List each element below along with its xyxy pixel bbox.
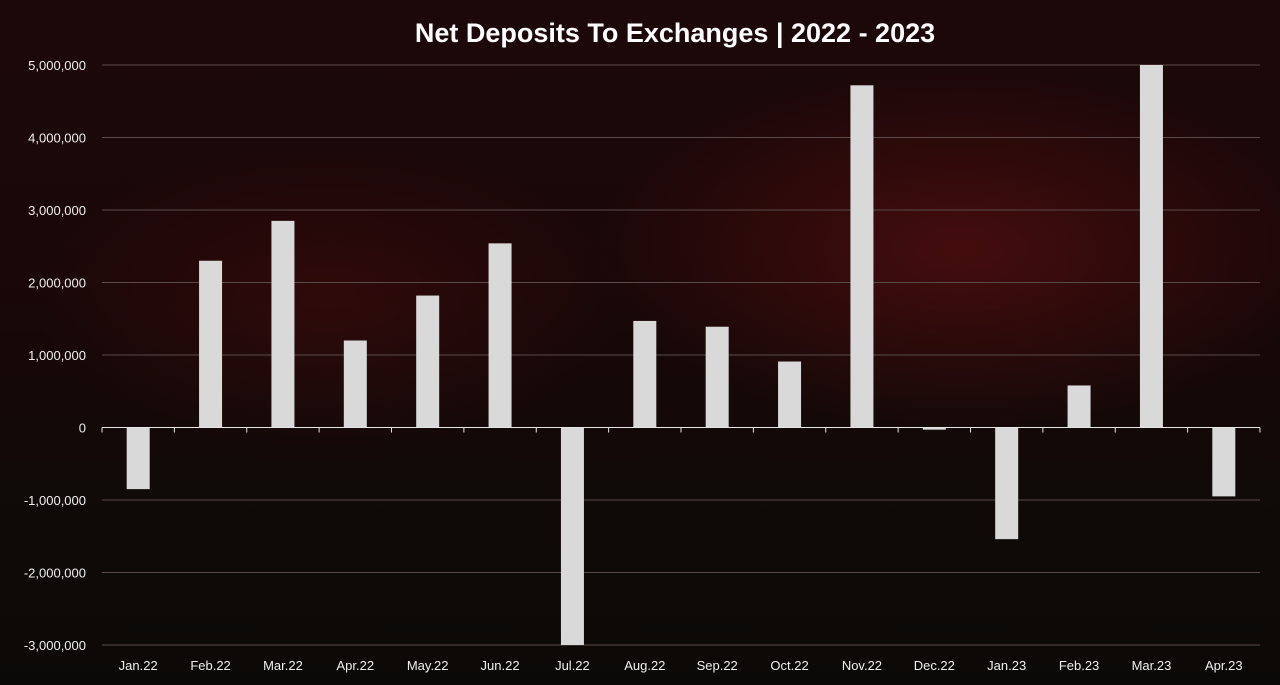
- bar-jan-23: [995, 427, 1019, 540]
- x-tick-label: Aug.22: [624, 658, 665, 673]
- x-tick-label: Jan.22: [119, 658, 158, 673]
- y-tick-label: 5,000,000: [28, 58, 86, 73]
- bar-sep-22: [705, 326, 729, 428]
- x-axis: [101, 427, 1261, 433]
- y-tick-label: -2,000,000: [24, 566, 86, 581]
- y-tick-label: 4,000,000: [28, 131, 86, 146]
- chart-title: Net Deposits To Exchanges | 2022 - 2023: [415, 18, 935, 48]
- x-tick-label: Feb.22: [190, 658, 230, 673]
- bar-feb-23: [1067, 385, 1091, 428]
- x-tick-label: Feb.23: [1059, 658, 1099, 673]
- y-tick-label: -1,000,000: [24, 493, 86, 508]
- x-tick-label: Jan.23: [987, 658, 1026, 673]
- y-tick-label: 0: [79, 421, 86, 436]
- bar-nov-22: [850, 85, 874, 428]
- y-tick-label: 3,000,000: [28, 203, 86, 218]
- gridlines: [102, 64, 1260, 646]
- x-tick-label: May.22: [407, 658, 449, 673]
- x-tick-label: Mar.23: [1132, 658, 1172, 673]
- bar-jul-22: [560, 427, 584, 645]
- bar-jan-22: [126, 427, 150, 490]
- bar-jun-22: [488, 243, 512, 428]
- x-tick-label: Sep.22: [697, 658, 738, 673]
- x-tick-label: Dec.22: [914, 658, 955, 673]
- bar-mar-23: [1139, 65, 1163, 428]
- bar-oct-22: [778, 361, 802, 428]
- x-tick-label: Oct.22: [770, 658, 808, 673]
- bar-mar-22: [271, 220, 295, 428]
- bar-dec-22: [922, 427, 946, 430]
- y-tick-label: 1,000,000: [28, 348, 86, 363]
- bar-may-22: [416, 295, 440, 428]
- x-tick-label: Jun.22: [481, 658, 520, 673]
- y-tick-label: -3,000,000: [24, 638, 86, 653]
- y-tick-label: 2,000,000: [28, 276, 86, 291]
- x-tick-label: Apr.22: [337, 658, 375, 673]
- bar-apr-22: [343, 340, 367, 428]
- bar-feb-22: [199, 260, 223, 428]
- x-tick-label: Apr.23: [1205, 658, 1243, 673]
- bars: [126, 65, 1236, 645]
- bar-aug-22: [633, 320, 657, 428]
- x-axis-ticks: Jan.22 Feb.22 Mar.22 Apr.22 May.22 Jun.22 Jul.…: [119, 658, 1243, 673]
- bar-apr-23: [1212, 427, 1236, 497]
- x-tick-label: Jul.22: [555, 658, 590, 673]
- x-tick-label: Mar.22: [263, 658, 303, 673]
- x-tick-label: Nov.22: [842, 658, 882, 673]
- y-axis-ticks: 5,000,000 4,000,000 3,000,000 2,000,000 1,00…: [24, 58, 86, 653]
